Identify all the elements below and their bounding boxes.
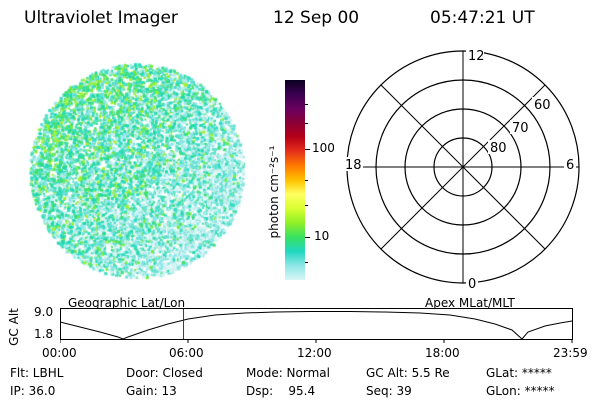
mlt-label-6: 6 [566,158,574,173]
status-door: Door: Closed [126,366,203,380]
colorbar-tick-100 [305,149,310,150]
status-glon: GLon: ***** [486,384,555,398]
colorbar-minor-tick [305,180,308,181]
status-seq: Seq: 39 [366,384,412,398]
lat-label-70: 70 [512,121,529,136]
status-mode: Mode: Normal [246,366,330,380]
colorbar-minor-tick [305,262,308,263]
uv-image-disk [26,60,246,280]
label-bg [532,97,552,111]
observation-time: 05:47:21 UT [430,8,535,28]
mlt-label-18: 18 [345,158,362,173]
lat-label-60: 60 [534,98,551,113]
observation-date: 12 Sep 00 [273,8,360,28]
colorbar-minor-tick [305,123,308,124]
polar-diagonal-2 [380,84,546,250]
lat-label-80: 80 [490,141,507,156]
instrument-title: Ultraviolet Imager [24,8,178,28]
timeline-x-tick-1800: 18:00 [425,346,460,360]
colorbar-minor-tick [305,104,308,105]
timeline-frame [60,308,573,340]
status-glat: GLat: ***** [486,366,552,380]
label-bg [510,120,530,134]
label-bg [466,48,484,63]
status-dsp: Dsp: 95.4 [246,384,316,398]
color-scale-bar [285,80,305,280]
status-filter: Flt: LBHL [10,366,64,380]
label-bg [488,140,508,154]
timeline-y-axis-label: GC Alt [7,308,21,346]
timeline-y-tick-low: 1.8 [34,327,54,341]
status-ip: IP: 36.0 [10,384,56,398]
polar-grid: 12 18 6 0 60 70 80 [343,48,580,292]
timeline-x-tick-2359: 23:59 [553,346,588,360]
label-bg [466,276,478,291]
colorbar-unit-label: photon cm⁻²s⁻¹ [267,145,281,239]
label-bg [564,157,576,171]
status-gain: Gain: 13 [126,384,177,398]
label-bg [343,157,363,171]
mlt-label-12: 12 [468,49,485,64]
timeline-x-tick-0600: 06:00 [169,346,204,360]
status-gc-alt: GC Alt: 5.5 Re [366,366,450,380]
mlt-label-0: 0 [468,277,476,292]
colorbar-minor-tick [305,205,308,206]
colorbar-label-10: 10 [314,229,330,243]
timeline-y-tick-high: 9.0 [34,305,54,319]
timeline-plot [60,308,573,343]
timeline-x-tick-0000: 00:00 [42,346,77,360]
colorbar-label-100: 100 [312,141,335,155]
colorbar-tick-10 [305,237,310,238]
gc-altitude-curve [60,311,573,340]
timeline-left-label: Geographic Lat/Lon [68,296,186,310]
timeline-x-tick-1200: 12:00 [297,346,332,360]
timeline-right-label: Apex MLat/MLT [425,296,515,310]
